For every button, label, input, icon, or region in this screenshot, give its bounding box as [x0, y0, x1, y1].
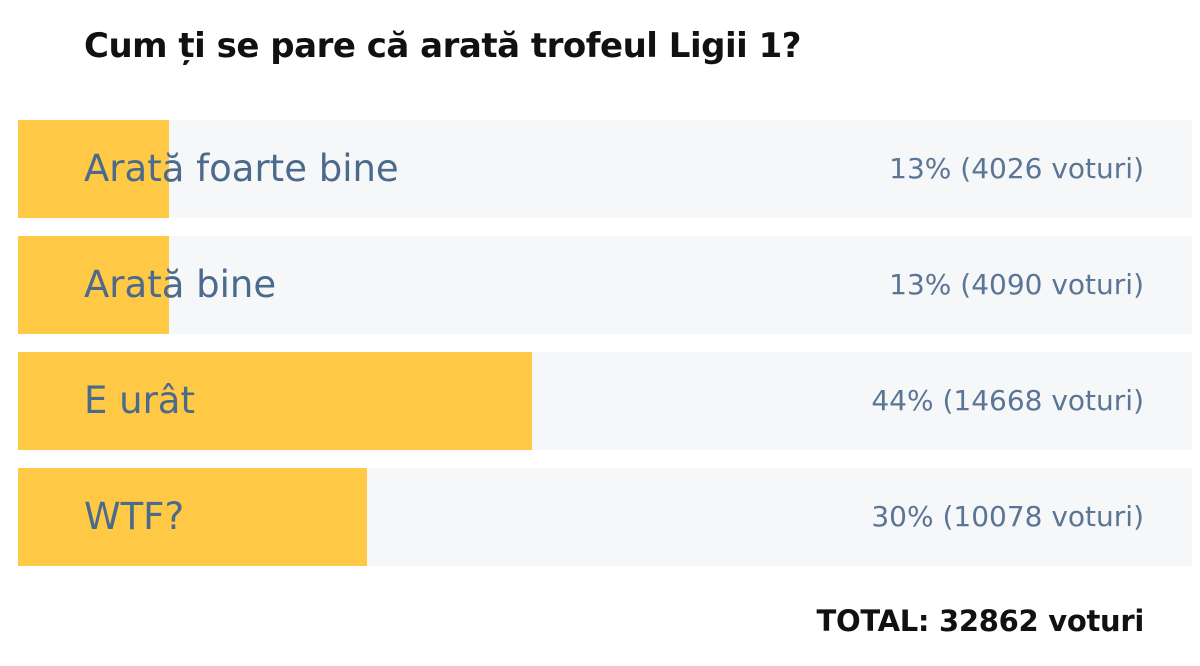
poll-option-label: Arată bine — [84, 263, 277, 306]
poll-option-result: 13% (4026 voturi) — [889, 152, 1144, 185]
poll-option-arata-foarte-bine[interactable]: Arată foarte bine 13% (4026 voturi) — [18, 120, 1192, 218]
poll-option-e-urat[interactable]: E urât 44% (14668 voturi) — [18, 352, 1192, 450]
poll-result-bar — [18, 236, 169, 334]
poll-result-bar — [18, 120, 169, 218]
poll-option-result: 44% (14668 voturi) — [871, 384, 1144, 417]
poll-option-result: 30% (10078 voturi) — [871, 500, 1144, 533]
poll-option-label: WTF? — [84, 495, 185, 538]
poll-options: Arată foarte bine 13% (4026 voturi) Arat… — [18, 120, 1192, 584]
poll-result-bar — [18, 352, 532, 450]
poll-option-wtf[interactable]: WTF? 30% (10078 voturi) — [18, 468, 1192, 566]
poll-option-arata-bine[interactable]: Arată bine 13% (4090 voturi) — [18, 236, 1192, 334]
poll-total: TOTAL: 32862 voturi — [816, 604, 1145, 638]
poll-result-bar — [18, 468, 367, 566]
poll-option-label: E urât — [84, 379, 195, 422]
poll-title: Cum ți se pare că arată trofeul Ligii 1? — [84, 26, 801, 66]
poll-option-label: Arată foarte bine — [84, 147, 399, 190]
poll-option-result: 13% (4090 voturi) — [889, 268, 1144, 301]
